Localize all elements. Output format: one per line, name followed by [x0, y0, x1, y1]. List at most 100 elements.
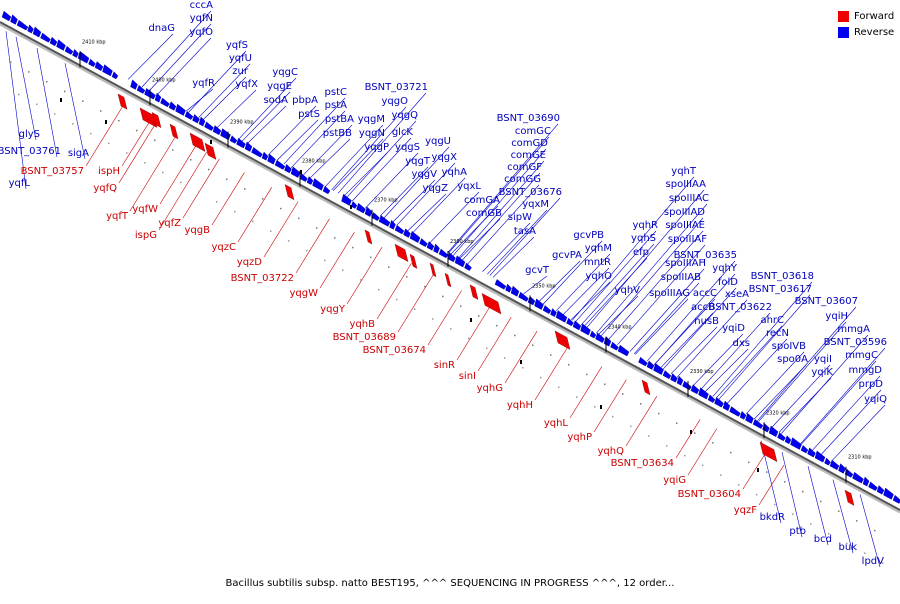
reverse-gene-label: BSNT_03607: [795, 296, 858, 307]
forward-gene-glyph: [117, 93, 128, 110]
reverse-gene-glyph: [378, 215, 391, 227]
leader-line: [290, 110, 346, 169]
guide-dot: [208, 168, 210, 171]
reverse-gene-glyph: [752, 418, 764, 429]
guide-dot: [82, 100, 84, 102]
reverse-gene-label: yqiH: [825, 311, 848, 322]
leader-line: [121, 121, 151, 167]
reverse-gene-label: mntR: [584, 257, 611, 268]
reverse-gene-glyph: [64, 45, 74, 55]
leader-line: [598, 295, 639, 335]
tick-label: 2400 kbp: [152, 77, 176, 83]
leader-line: [704, 348, 749, 393]
forward-gene-label: yqgB: [185, 225, 211, 236]
forward-gene-label: sinR: [434, 360, 455, 371]
reverse-gene-glyph: [49, 36, 58, 47]
guide-dot: [270, 230, 272, 232]
reverse-gene-label: spo0A: [777, 354, 808, 365]
leader-line: [15, 36, 37, 141]
guide-dot: [486, 347, 488, 350]
reverse-gene-glyph: [518, 291, 529, 302]
guide-dot: [216, 201, 218, 203]
leader-line: [634, 298, 689, 355]
reverse-gene-glyph: [168, 101, 177, 111]
forward-gene-label: yqgW: [289, 288, 318, 299]
tick-label: 2370 kbp: [374, 198, 398, 204]
reverse-gene-label: accC: [693, 288, 717, 299]
tick-label: 2330 kbp: [690, 369, 714, 375]
reverse-gene-glyph: [722, 400, 731, 412]
leader-line: [770, 364, 831, 429]
reverse-gene-glyph: [510, 285, 520, 297]
guide-dot: [280, 207, 282, 210]
forward-gene-label: yqhL: [544, 418, 569, 429]
leader-line: [202, 76, 247, 121]
reverse-gene-glyph: [676, 375, 684, 386]
leader-line: [800, 360, 877, 445]
reverse-gene-glyph: [267, 153, 276, 165]
forward-gene-glyph: [444, 272, 452, 288]
leader-line: [156, 37, 212, 96]
leader-line: [5, 31, 27, 190]
reverse-gene-label: yqgX: [432, 152, 458, 163]
reverse-gene-glyph: [274, 159, 286, 170]
reverse-gene-glyph: [892, 494, 900, 504]
reverse-gene-glyph: [204, 121, 214, 131]
guide-dot: [360, 279, 362, 281]
leader-line: [647, 260, 736, 362]
guide-dot: [388, 266, 390, 268]
marker: [350, 205, 352, 209]
reverse-gene-label: yqhT: [671, 166, 697, 177]
leader-line: [580, 243, 655, 326]
marker: [470, 318, 472, 322]
reverse-gene-glyph: [714, 397, 724, 408]
tick-label: 2360 kbp: [450, 239, 474, 245]
reverse-gene-glyph: [394, 224, 405, 235]
guide-dot: [18, 93, 20, 96]
forward-gene-glyph: [151, 112, 162, 129]
reverse-gene-glyph: [580, 323, 591, 336]
leader-line: [653, 298, 716, 365]
reverse-gene-label: spoIIIAG: [649, 288, 690, 299]
leader-line: [745, 351, 805, 415]
reverse-gene-glyph: [111, 71, 119, 80]
guide-dot: [504, 357, 506, 359]
leader-line: [489, 197, 561, 276]
reverse-gene-label: yqhY: [712, 263, 738, 274]
reverse-gene-label: yqiD: [722, 323, 745, 334]
reverse-gene-glyph: [589, 330, 597, 339]
forward-gene-glyph: [469, 284, 479, 300]
forward-gene-label: yqzF: [734, 505, 758, 516]
guide-dot: [144, 162, 146, 164]
reverse-gene-label: spoIVB: [772, 341, 806, 352]
marker: [210, 140, 212, 144]
forward-gene-label: yqzD: [237, 257, 263, 268]
guide-dot: [190, 159, 192, 161]
guide-dot: [838, 510, 840, 512]
guide-dot: [378, 288, 380, 291]
forward-gene-label: ispG: [135, 230, 157, 241]
guide-dot: [100, 110, 102, 112]
guide-dot: [136, 129, 138, 132]
reverse-gene-label: yqgZ: [423, 183, 449, 194]
leader-line: [832, 479, 854, 554]
leader-line: [459, 218, 501, 260]
tick-label: 2310 kbp: [848, 455, 872, 461]
guide-dot: [532, 344, 534, 346]
reverse-gene-label: yqhM: [585, 243, 612, 254]
tick-label: 2340 kbp: [608, 325, 632, 331]
guide-dot: [450, 328, 452, 330]
leader-line: [411, 177, 466, 234]
leader-line: [807, 466, 829, 546]
reverse-gene-glyph: [698, 387, 709, 400]
leader-line: [800, 347, 886, 445]
guide-dot: [370, 256, 372, 259]
reverse-gene-label: mmgA: [837, 324, 870, 335]
reverse-gene-glyph: [184, 110, 194, 120]
reverse-gene-label: yqhR: [632, 220, 658, 231]
reverse-gene-label: BSNT_03721: [365, 82, 428, 93]
reverse-gene-label: comGA: [464, 195, 500, 206]
reverse-gene-glyph: [350, 200, 358, 209]
forward-gene-glyph: [481, 292, 502, 315]
forward-gene-glyph: [364, 229, 373, 245]
